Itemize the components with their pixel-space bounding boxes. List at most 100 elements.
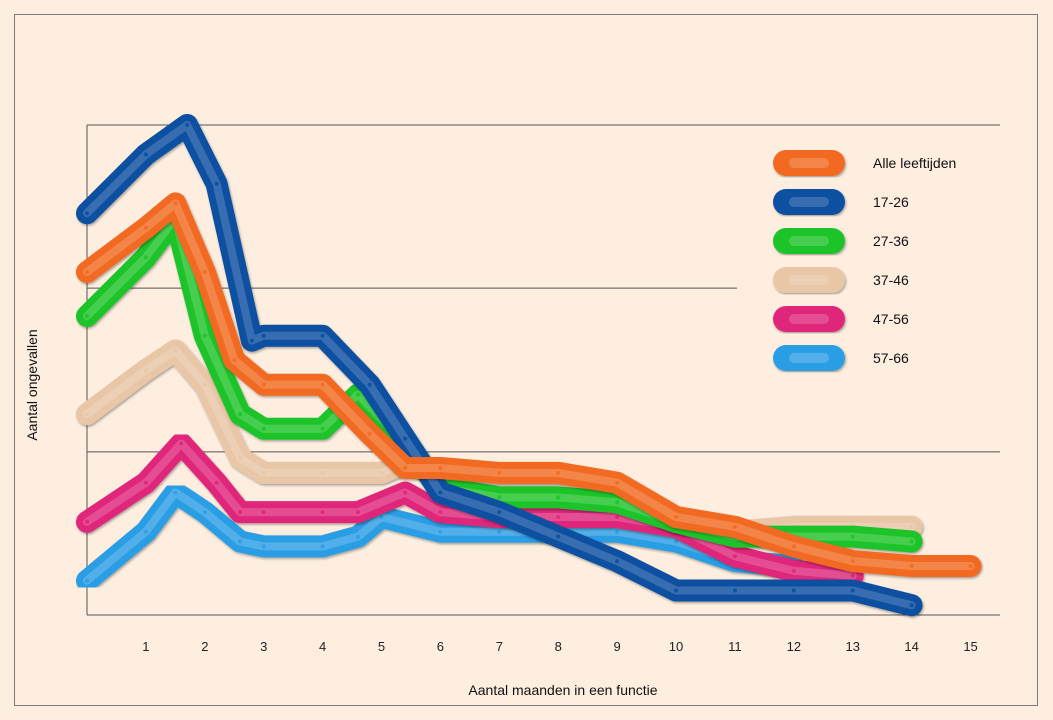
data-point — [497, 529, 502, 534]
data-point — [615, 559, 620, 564]
data-point — [615, 529, 620, 534]
legend-label: 17-26 — [873, 194, 909, 210]
data-point — [143, 152, 148, 157]
data-point — [214, 480, 219, 485]
data-point — [791, 568, 796, 573]
chart-frame: 1 2 3 4 5 6 7 8 9 10 11 12 13 14 15 Aantal maanden in … — [14, 14, 1038, 706]
data-point — [202, 510, 207, 515]
data-point — [85, 211, 89, 216]
series-alle-leeftijden — [76, 192, 982, 577]
data-point — [497, 470, 502, 475]
data-point — [202, 382, 207, 387]
series-highlight — [83, 488, 798, 585]
legend-swatch-highlight — [789, 197, 829, 207]
legend-item — [773, 345, 845, 371]
data-point — [356, 392, 360, 397]
data-point — [232, 358, 237, 363]
data-point — [438, 490, 443, 495]
data-point — [850, 534, 855, 539]
legend-label: 37-46 — [873, 272, 909, 288]
data-point — [173, 348, 178, 353]
data-point — [214, 181, 219, 186]
data-point — [968, 564, 973, 568]
data-point — [85, 270, 89, 274]
data-point — [238, 412, 243, 417]
data-point — [143, 255, 148, 260]
data-point — [261, 426, 266, 431]
data-point — [674, 539, 678, 544]
data-point — [850, 573, 855, 578]
legend-swatch-highlight — [789, 353, 829, 363]
data-point — [85, 519, 89, 524]
data-point — [379, 515, 384, 519]
x-tick-labels: 1 2 3 4 5 6 7 8 9 10 11 12 13 14 15 — [142, 639, 977, 654]
data-point — [909, 524, 914, 529]
data-point — [615, 500, 620, 505]
x-tick-label: 14 — [904, 639, 918, 654]
legend-item — [773, 228, 845, 254]
data-point — [438, 529, 443, 534]
data-point — [791, 544, 796, 549]
x-axis-label: Aantal maanden in een functie — [468, 682, 657, 698]
data-point — [261, 510, 266, 515]
data-point — [261, 470, 266, 475]
x-tick-label: 9 — [614, 639, 621, 654]
y-axis-label: Aantal ongevallen — [24, 329, 40, 440]
data-point — [261, 333, 266, 338]
data-point — [732, 588, 737, 593]
data-point — [143, 480, 148, 485]
data-point — [438, 510, 443, 515]
data-point — [909, 539, 914, 544]
data-point — [556, 534, 561, 539]
x-tick-label: 1 — [142, 639, 149, 654]
data-point — [261, 544, 266, 549]
data-point — [238, 539, 243, 544]
data-point — [674, 588, 678, 593]
data-point — [320, 544, 325, 549]
data-point — [173, 201, 178, 206]
data-point — [674, 515, 678, 519]
data-point — [556, 495, 561, 500]
data-point — [173, 490, 178, 495]
data-point — [850, 588, 855, 593]
data-point — [615, 480, 620, 485]
data-point — [615, 515, 620, 519]
legend-item — [773, 306, 845, 332]
data-point — [356, 510, 360, 515]
data-point — [403, 466, 408, 470]
data-point — [185, 123, 190, 127]
data-point — [556, 515, 561, 519]
data-point — [379, 470, 384, 475]
data-point — [556, 470, 561, 475]
legend-label: 47-56 — [873, 311, 909, 327]
x-tick-label: 10 — [669, 639, 683, 654]
data-point — [909, 564, 914, 568]
x-tick-label: 2 — [201, 639, 208, 654]
legend-item — [773, 150, 845, 176]
x-tick-label: 11 — [728, 639, 742, 654]
data-point — [438, 466, 443, 470]
x-tick-label: 13 — [846, 639, 860, 654]
x-tick-label: 15 — [963, 639, 977, 654]
series-57-66 — [76, 481, 805, 592]
data-point — [143, 368, 148, 372]
data-point — [238, 456, 243, 461]
x-tick-label: 6 — [437, 639, 444, 654]
legend: Alle leeftijden 17-26 27-36 37-46 47-56 57-66 — [773, 150, 956, 371]
data-point — [143, 529, 148, 534]
data-point — [732, 524, 737, 529]
x-tick-label: 4 — [319, 639, 326, 654]
legend-item — [773, 189, 845, 215]
data-point — [143, 225, 148, 230]
legend-item — [773, 267, 845, 293]
series-layer — [76, 114, 982, 617]
x-tick-label: 7 — [496, 639, 503, 654]
x-tick-label: 8 — [555, 639, 562, 654]
data-point — [202, 270, 207, 274]
data-point — [403, 490, 408, 495]
legend-label: 57-66 — [873, 350, 909, 366]
legend-swatch-highlight — [789, 236, 829, 246]
data-point — [85, 412, 89, 417]
data-point — [320, 382, 325, 387]
legend-swatch-highlight — [789, 314, 829, 324]
